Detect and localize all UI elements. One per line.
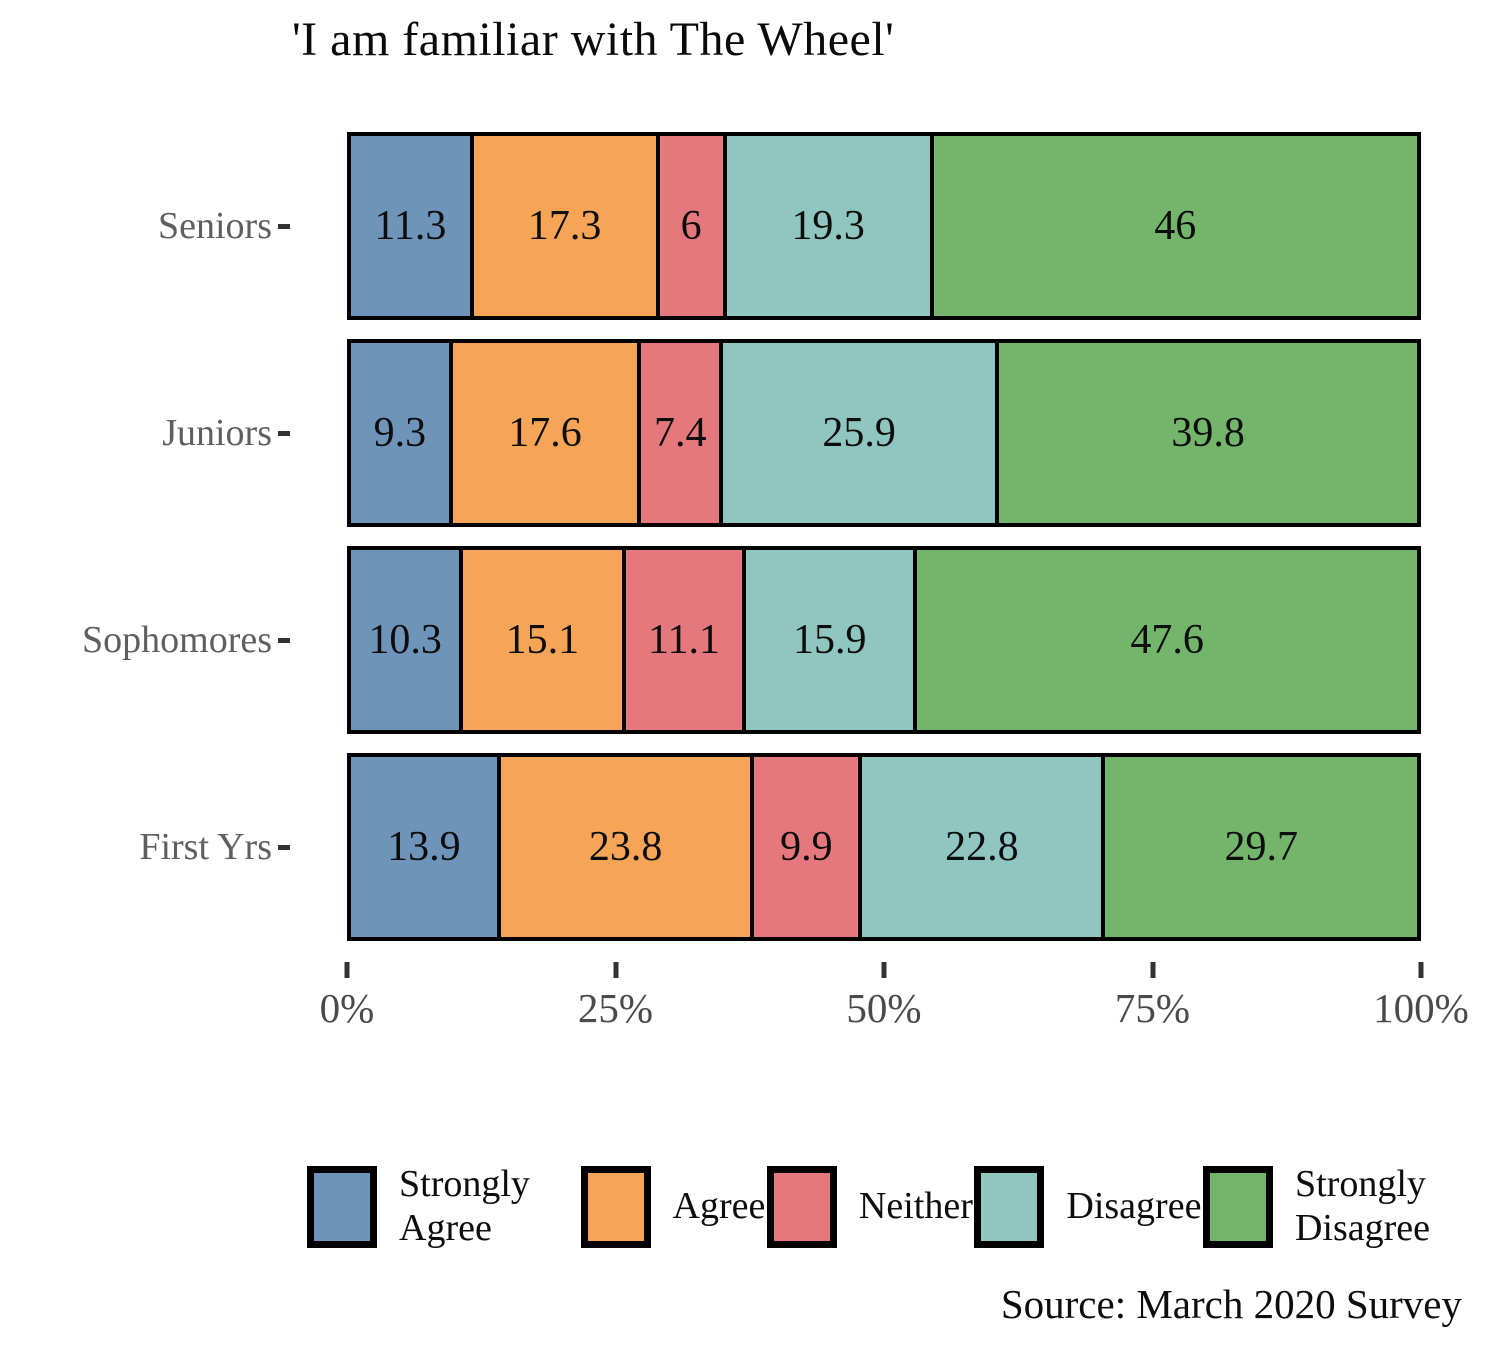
bar-value-label: 25.9 xyxy=(822,410,896,456)
chart-title: 'I am familiar with The Wheel' xyxy=(292,13,895,66)
x-axis: 0% 25% 50% 75% 100% xyxy=(320,962,1469,1042)
x-axis-tick-mark xyxy=(1418,962,1424,978)
x-axis-tick-mark xyxy=(1150,962,1155,978)
y-axis-tick-mark xyxy=(278,223,290,229)
legend-label: Neither xyxy=(858,1184,973,1227)
legend-label: Agree xyxy=(672,1184,766,1227)
y-axis-tick xyxy=(272,339,296,527)
bar-value-label: 9.3 xyxy=(373,410,427,456)
legend-swatch xyxy=(1202,1165,1273,1248)
bar-value-label: 11.3 xyxy=(374,203,447,249)
bar-stack: 13.9 23.8 9.9 22.8 29.7 xyxy=(347,753,1421,941)
category-label: Juniors xyxy=(162,412,272,454)
x-axis-tick-mark xyxy=(881,962,887,978)
row-spacer xyxy=(296,753,347,941)
bar-segment-disagree: 15.9 xyxy=(742,546,918,734)
x-axis-tick-label: 25% xyxy=(577,985,654,1031)
bar-segment-strongly-agree: 10.3 xyxy=(347,546,464,734)
bar-segment-strongly-agree: 13.9 xyxy=(347,753,501,941)
y-axis-tick-mark xyxy=(278,844,290,850)
bar-segment-neither: 11.1 xyxy=(621,546,747,734)
legend-label: Disagree xyxy=(1066,1184,1202,1227)
bar-segment-strongly-disagree: 46 xyxy=(929,132,1421,320)
legend: Strongly Agree Agree Neither Disagree Strong… xyxy=(307,1163,1475,1250)
bar-value-label: 10.3 xyxy=(368,617,442,663)
bar-stack: 11.3 17.3 6 19.3 46 xyxy=(347,132,1421,320)
legend-item-agree: Agree xyxy=(580,1165,766,1248)
y-axis-tick-mark xyxy=(278,637,290,643)
bar-segment-disagree: 22.8 xyxy=(858,753,1106,941)
x-axis-tick-mark xyxy=(344,962,350,978)
x-axis-tick-mark xyxy=(613,962,618,978)
bar-segment-strongly-disagree: 39.8 xyxy=(995,339,1422,527)
legend-swatch xyxy=(580,1165,651,1248)
x-axis-tick-label: 100% xyxy=(1373,985,1469,1031)
bar-value-label: 39.8 xyxy=(1171,410,1245,456)
x-axis-tick-label: 75% xyxy=(1114,985,1191,1031)
legend-item-neither: Neither xyxy=(766,1165,973,1248)
bar-value-label: 19.3 xyxy=(791,203,865,249)
bar-value-label: 46 xyxy=(1154,203,1197,249)
bar-segment-strongly-disagree: 47.6 xyxy=(913,546,1421,734)
bar-segment-strongly-agree: 11.3 xyxy=(347,132,474,320)
bar-value-label: 15.1 xyxy=(505,617,580,663)
y-axis-tick xyxy=(272,753,296,941)
legend-label: Strongly Agree xyxy=(399,1163,530,1249)
row-spacer xyxy=(296,132,347,320)
bar-value-label: 17.3 xyxy=(527,203,602,249)
bar-segment-agree: 23.8 xyxy=(496,753,755,941)
bar-segment-neither: 7.4 xyxy=(637,339,724,527)
category-label: First Yrs xyxy=(139,826,272,868)
bar-value-label: 9.9 xyxy=(780,824,833,870)
bar-value-label: 7.4 xyxy=(654,410,707,456)
bar-value-label: 29.7 xyxy=(1224,824,1298,870)
bar-row-juniors: Juniors 9.3 17.6 7.4 25.9 39.8 xyxy=(0,339,1422,527)
legend-item-strongly-disagree: Strongly Disagree xyxy=(1202,1163,1475,1250)
bar-stack: 10.3 15.1 11.1 15.9 47.6 xyxy=(347,546,1421,734)
x-axis-tick-label: 50% xyxy=(846,985,922,1031)
category-label: Sophomores xyxy=(82,619,272,661)
bar-value-label: 13.9 xyxy=(387,824,461,870)
bar-value-label: 22.8 xyxy=(945,824,1019,870)
row-spacer xyxy=(296,546,347,734)
row-spacer xyxy=(296,339,347,527)
bar-segment-agree: 17.6 xyxy=(448,339,642,527)
y-axis-tick xyxy=(272,546,296,734)
legend-item-strongly-agree: Strongly Agree xyxy=(307,1163,579,1250)
legend-label: Strongly Disagree xyxy=(1294,1163,1431,1249)
bar-segment-disagree: 25.9 xyxy=(719,339,1000,527)
bar-segment-strongly-agree: 9.3 xyxy=(347,339,453,527)
y-axis-tick-mark xyxy=(278,430,290,436)
y-axis-tick xyxy=(272,132,296,320)
x-axis-tick-label: 0% xyxy=(319,985,375,1031)
bar-segment-disagree: 19.3 xyxy=(722,132,934,320)
source-caption: Source: March 2020 Survey xyxy=(1000,1281,1462,1327)
legend-swatch xyxy=(307,1165,377,1248)
bar-segment-agree: 17.3 xyxy=(469,132,660,320)
bar-value-label: 6 xyxy=(680,203,702,249)
bar-segment-strongly-disagree: 29.7 xyxy=(1101,753,1421,941)
bar-segment-neither: 9.9 xyxy=(750,753,863,941)
bar-row-first-yrs: First Yrs 13.9 23.8 9.9 22.8 29.7 xyxy=(0,753,1422,941)
bar-segment-neither: 6 xyxy=(655,132,727,320)
legend-swatch xyxy=(766,1165,837,1248)
bar-row-seniors: Seniors 11.3 17.3 6 19.3 46 xyxy=(0,132,1422,320)
bar-row-sophomores: Sophomores 10.3 15.1 11.1 15.9 47.6 xyxy=(0,546,1422,734)
legend-item-disagree: Disagree xyxy=(974,1165,1202,1248)
legend-swatch xyxy=(974,1165,1045,1248)
bar-value-label: 15.9 xyxy=(792,617,867,663)
plot-area: Seniors 11.3 17.3 6 19.3 46 Juniors 9.3 17.6 7.4 2… xyxy=(0,132,1422,960)
bar-value-label: 47.6 xyxy=(1130,617,1204,663)
bar-value-label: 11.1 xyxy=(648,617,720,663)
bar-value-label: 23.8 xyxy=(588,824,663,870)
bar-value-label: 17.6 xyxy=(508,410,582,456)
bar-segment-agree: 15.1 xyxy=(459,546,626,734)
category-label: Seniors xyxy=(158,205,272,247)
bar-stack: 9.3 17.6 7.4 25.9 39.8 xyxy=(347,339,1422,527)
